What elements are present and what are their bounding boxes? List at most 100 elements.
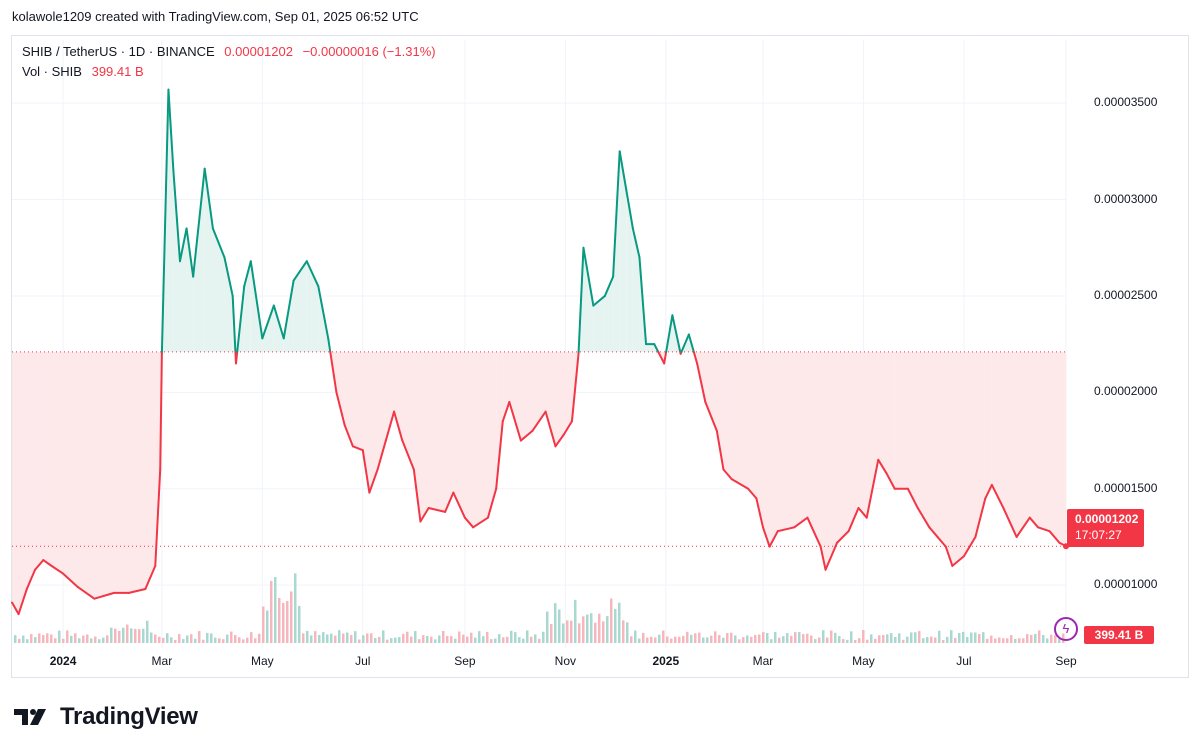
volume-bar bbox=[282, 602, 285, 643]
price-line-segment bbox=[1048, 530, 1061, 544]
price-line-segment bbox=[159, 352, 163, 471]
volume-bar bbox=[638, 638, 641, 643]
price-line-segment bbox=[582, 246, 595, 307]
area-fill-segment bbox=[807, 351, 821, 547]
price-line-segment bbox=[203, 167, 214, 230]
price-line-segment bbox=[463, 516, 475, 529]
volume-bar bbox=[654, 637, 657, 643]
volume-bar bbox=[494, 638, 497, 643]
y-tick-label: 0.00001500 bbox=[1094, 480, 1158, 495]
volume-bar bbox=[722, 637, 725, 643]
volume-bar bbox=[90, 638, 93, 643]
area-fill-segment bbox=[917, 351, 930, 528]
volume-bar bbox=[658, 634, 661, 643]
area-fill-segment bbox=[262, 305, 274, 352]
volume-bar bbox=[530, 636, 533, 643]
price-line-segment bbox=[236, 285, 246, 353]
area-fill-segment bbox=[777, 351, 795, 532]
price-line-segment bbox=[249, 260, 264, 340]
area-fill-segment bbox=[18, 351, 27, 615]
volume-bar bbox=[834, 632, 837, 643]
area-fill-segment bbox=[352, 351, 363, 451]
volume-bar bbox=[294, 573, 297, 643]
volume-bar bbox=[1002, 638, 1005, 643]
volume-bar bbox=[850, 631, 853, 643]
volume-bar bbox=[542, 631, 545, 643]
volume-bar bbox=[966, 637, 969, 643]
volume-bar bbox=[562, 623, 565, 643]
volume-bar bbox=[398, 636, 401, 643]
price-line-segment bbox=[824, 541, 839, 571]
price-line-segment bbox=[696, 362, 707, 403]
volume-bar bbox=[882, 635, 885, 643]
area-fill-segment bbox=[1029, 351, 1039, 528]
area-fill-segment bbox=[886, 351, 895, 489]
area-fill-segment bbox=[496, 351, 503, 489]
volume-bar bbox=[106, 635, 109, 643]
volume-bar bbox=[526, 630, 529, 643]
price-line-segment bbox=[865, 458, 880, 519]
volume-bar bbox=[306, 630, 309, 643]
volume-bar bbox=[298, 605, 301, 643]
volume-bar bbox=[810, 635, 813, 643]
area-fill-segment bbox=[632, 228, 640, 352]
volume-bar bbox=[862, 630, 865, 643]
volume-bar bbox=[410, 636, 413, 643]
price-line-segment bbox=[692, 350, 699, 365]
volume-bar bbox=[1006, 638, 1009, 643]
price-line-segment bbox=[885, 472, 896, 490]
area-fill-segment bbox=[453, 351, 465, 518]
price-line-segment bbox=[11, 601, 20, 616]
price-line-segment bbox=[495, 420, 504, 490]
volume-bar bbox=[234, 635, 237, 643]
area-fill-segment bbox=[63, 351, 78, 588]
volume-bar bbox=[286, 600, 289, 643]
volume-bar bbox=[814, 639, 817, 643]
volume-bar bbox=[582, 616, 585, 643]
volume-bar bbox=[586, 614, 589, 643]
area-fill-segment bbox=[509, 351, 521, 441]
price-line-segment bbox=[680, 333, 690, 353]
price-line-segment bbox=[167, 88, 175, 172]
volume-bar bbox=[714, 631, 717, 643]
area-fill-segment bbox=[487, 351, 497, 518]
volume-bar bbox=[750, 636, 753, 643]
volume-bar bbox=[350, 634, 353, 643]
volume-bar bbox=[522, 638, 525, 643]
volume-bar bbox=[622, 620, 625, 643]
area-fill-segment bbox=[377, 351, 386, 470]
lightning-icon[interactable]: ϟ bbox=[1054, 617, 1078, 641]
price-line-segment bbox=[793, 516, 809, 529]
volume-bar bbox=[470, 632, 473, 643]
y-tick-label: 0.00001000 bbox=[1094, 577, 1158, 592]
volume-bar bbox=[18, 638, 21, 643]
volume-bar bbox=[566, 620, 569, 643]
volume-bar bbox=[254, 638, 257, 643]
volume-bar bbox=[946, 636, 949, 643]
area-fill-segment bbox=[963, 351, 976, 557]
last-price-value: 0.00001202 bbox=[224, 44, 293, 59]
volume-bar bbox=[610, 598, 613, 643]
volume-bar bbox=[414, 631, 417, 643]
area-fill-segment bbox=[186, 228, 194, 352]
price-line-segment bbox=[618, 150, 628, 191]
area-fill-segment bbox=[369, 351, 378, 493]
area-fill-segment bbox=[945, 351, 953, 566]
volume-bar bbox=[570, 620, 573, 643]
price-line-segment bbox=[612, 150, 621, 278]
x-tick-label: 2024 bbox=[49, 654, 77, 668]
volume-bar bbox=[102, 637, 105, 643]
volume-bar bbox=[886, 634, 889, 643]
volume-bar bbox=[726, 633, 729, 643]
price-line-segment bbox=[747, 487, 758, 500]
price-line-segment bbox=[376, 439, 387, 471]
volume-bar bbox=[590, 613, 593, 643]
price-line-segment bbox=[231, 294, 237, 353]
volume-bar bbox=[910, 632, 913, 643]
volume-bar bbox=[382, 630, 385, 643]
volume-bar bbox=[842, 639, 845, 643]
area-fill-segment bbox=[145, 351, 156, 590]
volume-bar bbox=[758, 634, 761, 643]
tradingview-brand[interactable]: TradingView bbox=[14, 703, 198, 731]
